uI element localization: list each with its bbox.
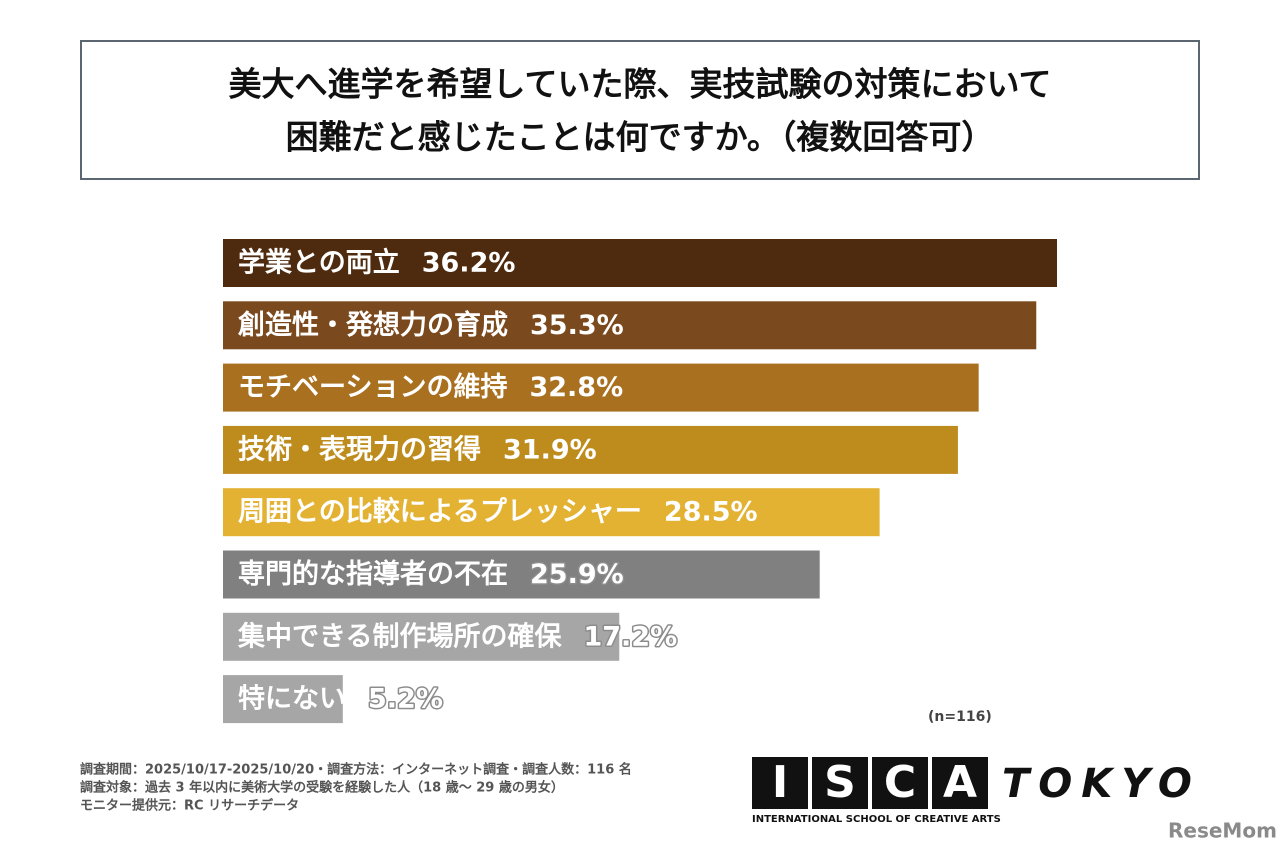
logo-box <box>752 757 808 809</box>
value-label: 31.9% <box>503 434 597 465</box>
logo-box <box>932 757 988 809</box>
bar <box>223 239 1057 287</box>
bar-label: 周囲との比較によるプレッシャー <box>238 496 642 528</box>
value-label: 32.8% <box>529 372 623 403</box>
logo-box <box>812 757 868 809</box>
source-logo: ReseMom <box>1168 819 1277 843</box>
logo-box <box>872 757 928 809</box>
value-label: 28.5% <box>664 497 758 528</box>
value-label: 35.3% <box>530 310 624 341</box>
bar <box>223 675 343 724</box>
bar <box>223 488 880 537</box>
note: 調査期間：2025/10/17-2025/10/20・調査方法：インターネット調… <box>80 762 632 778</box>
bar <box>223 301 1037 350</box>
sample-size: (n=116) <box>928 709 992 725</box>
note: 調査対象：過去 3 年以内に美術大学の受験を経験した人（18 歳～ 29 歳の男… <box>80 780 564 796</box>
chart-title: 美大へ進学を希望していた際、実技試験の対策において <box>228 65 1051 104</box>
bar-label: 創造性・発想力の育成 <box>238 309 508 341</box>
note: モニター提供元：RC リサーチデータ <box>80 798 299 814</box>
logo-letter: I <box>772 757 788 808</box>
bar-label: 専門的な指導者の不在 <box>238 558 508 590</box>
value-label: 25.9% <box>530 559 624 590</box>
logo-letter: S <box>824 757 856 808</box>
bar <box>223 425 958 474</box>
bar-label: 特にない <box>238 684 346 715</box>
bar-label: モチベーションの維持 <box>238 372 507 403</box>
chart-title: 困難だと感じたことは何ですか。（複数回答可） <box>286 118 995 157</box>
bar <box>223 612 620 661</box>
bar <box>223 363 979 412</box>
logo-tagline: INTERNATIONAL SCHOOL OF CREATIVE ARTS <box>752 814 1001 825</box>
logo-city: TOKYO <box>1002 761 1201 807</box>
bar <box>223 550 820 599</box>
value-label: 5.2% <box>368 684 443 715</box>
logo-letter: A <box>943 757 977 808</box>
logo-letter: C <box>884 757 916 808</box>
bar-label: 技術・表現力の習得 <box>238 434 481 465</box>
value-label: 36.2% <box>422 248 516 279</box>
value-label: 17.2% <box>583 621 677 652</box>
bar-label: 学業との両立 <box>238 247 400 279</box>
title-box <box>80 40 1200 180</box>
bar-label: 集中できる制作場所の確保 <box>237 620 562 652</box>
